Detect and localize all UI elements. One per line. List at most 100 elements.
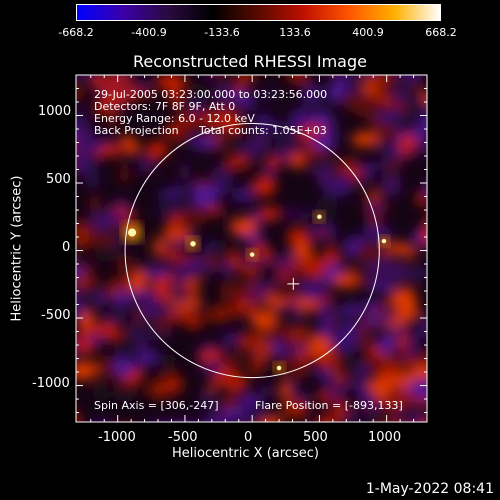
emission-blob (301, 83, 323, 107)
emission-blob (366, 378, 395, 392)
colorbar (76, 4, 441, 21)
emission-blob (136, 342, 148, 353)
emission-blob (332, 274, 359, 288)
emission-blob (228, 249, 242, 271)
emission-blob (76, 110, 86, 120)
emission-blob (380, 173, 402, 197)
emission-blob (332, 419, 342, 422)
emission-blob (396, 330, 409, 353)
emission-blob (333, 397, 349, 422)
emission-blob (245, 152, 272, 165)
emission-blob (78, 75, 93, 77)
emission-blob (203, 242, 217, 252)
emission-blob (418, 318, 427, 330)
spin-axis-text: Spin Axis = [306,-247] (94, 399, 219, 412)
emission-blob (390, 287, 417, 307)
y-tick-label: 0 (62, 240, 71, 255)
x-tick-label: -1000 (98, 430, 136, 445)
emission-blob (375, 122, 399, 142)
emission-blob (188, 278, 201, 289)
emission-blob (114, 290, 128, 310)
emission-blob (207, 308, 222, 323)
emission-blob (117, 151, 141, 162)
emission-blob (215, 354, 244, 369)
emission-blob (291, 75, 310, 84)
energy-range-text: Energy Range: 6.0 - 12.0 keV (94, 112, 255, 125)
emission-blob (377, 333, 395, 354)
emission-blob (135, 307, 164, 318)
emission-blob (377, 309, 394, 324)
emission-blob (211, 122, 225, 135)
emission-blob (209, 166, 229, 177)
emission-blob (367, 202, 382, 214)
emission-blob (412, 351, 427, 369)
emission-blob (76, 219, 92, 228)
emission-blob (85, 334, 107, 345)
emission-blob (324, 349, 341, 374)
emission-blob (288, 324, 310, 342)
emission-blob (231, 186, 256, 203)
emission-blob (166, 376, 184, 394)
emission-blob (166, 311, 192, 321)
emission-blob (316, 229, 328, 238)
emission-blob (220, 409, 247, 418)
emission-blob (76, 274, 98, 290)
emission-blob (173, 269, 192, 284)
emission-blob (145, 141, 169, 159)
emission-blob (241, 261, 261, 281)
emission-blob (190, 83, 208, 106)
emission-blob (220, 332, 244, 345)
x-tick-label: 500 (303, 430, 328, 445)
emission-blob (346, 75, 359, 83)
emission-blob (59, 282, 74, 302)
emission-blob (213, 83, 236, 107)
emission-blob (240, 63, 266, 73)
emission-blob (279, 380, 291, 401)
emission-blob (308, 335, 332, 356)
emission-blob (88, 232, 118, 248)
bright-source-core (190, 241, 196, 247)
emission-blob (409, 378, 427, 400)
emission-blob (82, 155, 100, 171)
emission-blob (58, 398, 74, 409)
emission-blob (180, 161, 191, 183)
emission-blob (339, 304, 369, 313)
emission-blob (286, 319, 312, 329)
emission-blob (136, 350, 159, 365)
emission-blob (384, 263, 413, 281)
emission-blob (240, 233, 266, 242)
y-tick-label: -500 (41, 308, 71, 323)
emission-blob (88, 194, 101, 212)
emission-blob (76, 301, 85, 318)
emission-blob (126, 138, 140, 153)
emission-blob (415, 190, 427, 207)
emission-blob (252, 113, 275, 132)
emission-blob (91, 290, 109, 307)
emission-blob (402, 58, 415, 72)
emission-blob (166, 253, 191, 263)
emission-blob (113, 355, 132, 378)
emission-blob (346, 410, 358, 422)
emission-blob (358, 393, 374, 405)
emission-blob (203, 421, 212, 422)
emission-blob (111, 389, 138, 402)
axis-ticks (76, 75, 427, 422)
emission-blob (289, 156, 306, 169)
bright-source-core (128, 228, 137, 237)
colorbar-tick-label: -668.2 (58, 26, 94, 39)
emission-blob (63, 422, 77, 440)
emission-blob (393, 61, 421, 73)
emission-blob (379, 398, 408, 411)
emission-blob (374, 370, 397, 381)
emission-blob (102, 87, 125, 106)
emission-blob (76, 282, 78, 294)
emission-map (58, 58, 427, 440)
emission-blob (219, 279, 243, 304)
emission-blob (92, 381, 109, 404)
emission-blob (184, 204, 209, 226)
emission-blob (129, 269, 148, 292)
y-tick-label: 1000 (38, 104, 72, 119)
emission-blob (318, 301, 332, 324)
emission-blob (118, 164, 130, 185)
